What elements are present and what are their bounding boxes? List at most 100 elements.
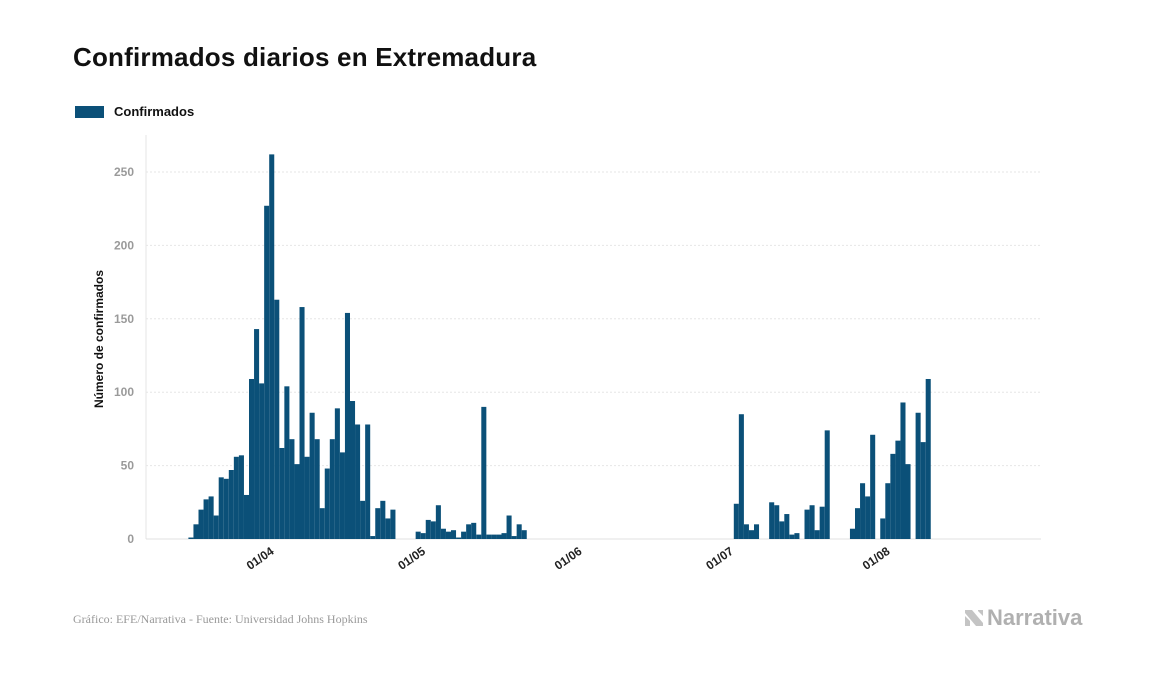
- bar: [511, 536, 517, 539]
- bar: [375, 508, 381, 539]
- bar: [233, 456, 239, 539]
- chart-title: Confirmados diarios en Extremadura: [73, 42, 537, 72]
- x-tick-label: 01/04: [244, 544, 277, 573]
- bar: [324, 468, 330, 539]
- brand-logo: Narrativa: [964, 605, 1082, 631]
- source-note: Gráfico: EFE/Narrativa - Fuente: Univers…: [73, 612, 368, 626]
- bar: [289, 439, 295, 539]
- bar: [370, 536, 376, 539]
- bar: [420, 533, 426, 539]
- bar: [355, 424, 361, 539]
- bar: [334, 408, 340, 539]
- bar: [425, 519, 431, 539]
- bar: [738, 414, 744, 539]
- y-tick-label: 200: [114, 238, 134, 252]
- bar: [486, 534, 492, 539]
- bar: [294, 464, 300, 539]
- bar: [279, 447, 285, 539]
- bar: [269, 154, 275, 539]
- bar: [284, 386, 290, 539]
- legend-label: Confirmados: [114, 104, 195, 119]
- x-tick-label: 01/06: [552, 544, 585, 573]
- bar: [344, 312, 350, 539]
- bar: [925, 378, 931, 539]
- bar: [238, 455, 244, 539]
- bar: [506, 515, 512, 539]
- bar: [198, 509, 204, 539]
- x-tick-label: 01/07: [703, 544, 736, 573]
- bar: [920, 442, 926, 539]
- bar: [471, 522, 477, 539]
- y-tick-label: 50: [121, 459, 135, 473]
- bar: [264, 205, 270, 539]
- y-tick-label: 0: [127, 532, 134, 546]
- bar: [774, 505, 780, 539]
- bar: [789, 534, 795, 539]
- bar: [733, 503, 739, 539]
- bar: [445, 531, 451, 539]
- bar: [769, 502, 775, 539]
- legend-swatch: [75, 105, 104, 118]
- bar: [430, 521, 436, 539]
- bar: [254, 329, 260, 539]
- bar: [385, 518, 391, 539]
- bar: [304, 456, 310, 539]
- bar: [350, 401, 356, 539]
- bar: [743, 524, 749, 539]
- bar: [329, 439, 335, 539]
- bar: [481, 406, 487, 539]
- bar: [814, 530, 820, 539]
- bar: [249, 378, 255, 539]
- bar: [218, 477, 224, 539]
- bar: [208, 496, 214, 539]
- y-tick-label: 250: [114, 165, 134, 179]
- bar: [849, 528, 855, 539]
- narrativa-logo-icon: [965, 610, 983, 626]
- bar: [243, 494, 249, 539]
- bar: [794, 533, 800, 539]
- bar: [516, 524, 522, 539]
- bar: [440, 528, 446, 539]
- bar: [319, 508, 325, 539]
- brand-name: Narrativa: [987, 605, 1083, 630]
- bar: [855, 508, 861, 539]
- bar: [819, 506, 825, 539]
- y-axis-label: Número de confirmados: [92, 270, 106, 408]
- bar: [309, 412, 315, 539]
- bar: [905, 464, 911, 539]
- bar: [435, 505, 441, 539]
- bar: [299, 307, 305, 539]
- bar: [748, 530, 754, 539]
- bar: [860, 483, 866, 539]
- bar: [228, 470, 234, 539]
- bar: [824, 430, 830, 539]
- bar: [870, 434, 876, 539]
- x-tick-label: 01/05: [395, 544, 428, 573]
- bar: [466, 524, 472, 539]
- legend: Confirmados: [75, 104, 194, 119]
- bar: [365, 424, 371, 539]
- bar: [259, 383, 265, 539]
- bar: [880, 518, 886, 539]
- bar: [784, 514, 790, 539]
- bar: [865, 496, 871, 539]
- bar: [915, 412, 921, 539]
- bar: [809, 505, 815, 539]
- bar: [461, 531, 467, 539]
- bar: [274, 299, 280, 539]
- bar: [223, 478, 229, 539]
- bar: [380, 500, 386, 539]
- bar: [501, 533, 507, 539]
- bar: [496, 534, 502, 539]
- bar: [456, 537, 462, 539]
- bar: [451, 530, 457, 539]
- bar: [779, 521, 785, 539]
- bar: [754, 524, 760, 539]
- bar: [415, 531, 421, 539]
- bar: [476, 534, 482, 539]
- bar: [390, 509, 396, 539]
- bar: [360, 500, 366, 539]
- x-tick-label: 01/08: [860, 544, 893, 573]
- bar: [188, 537, 194, 539]
- bar: [885, 483, 891, 539]
